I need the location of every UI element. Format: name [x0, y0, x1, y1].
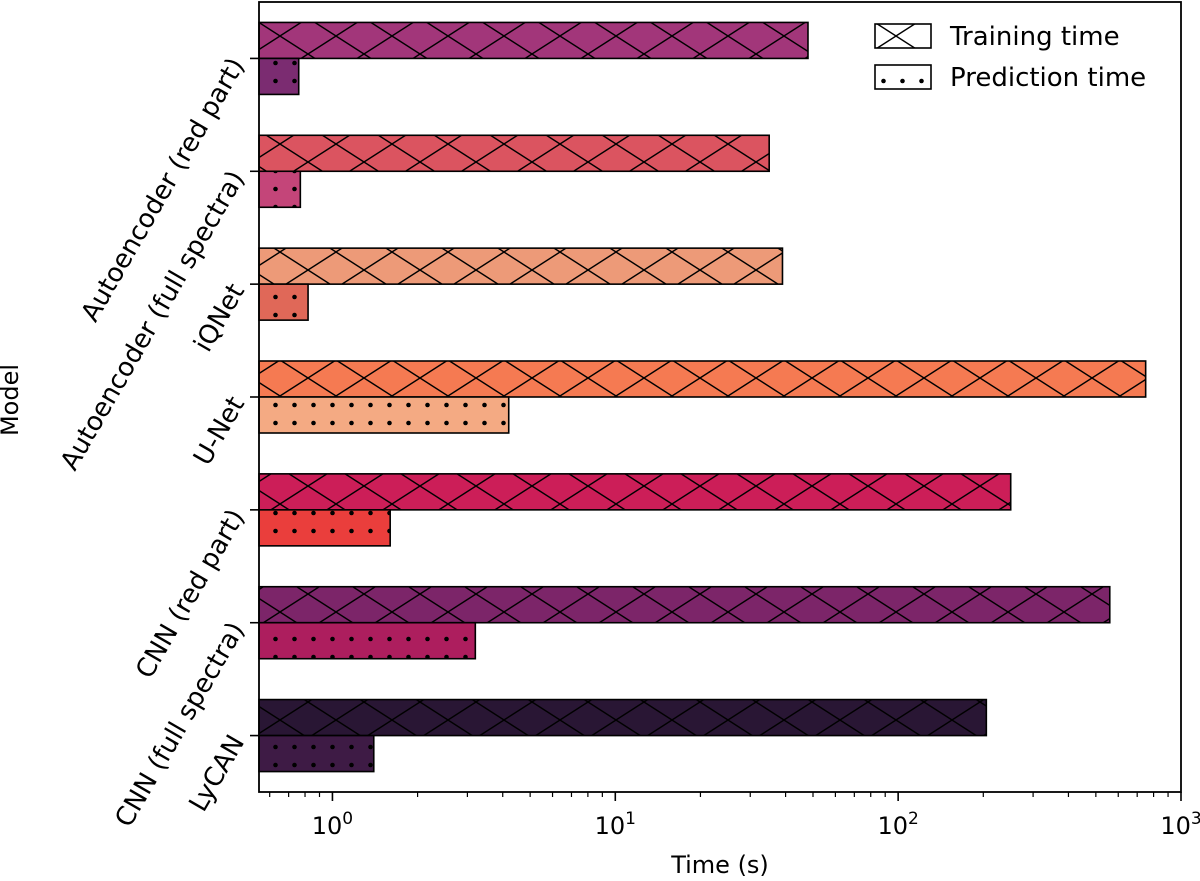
y-ticks: Autoencoder (red part)Autoencoder (full …: [55, 53, 259, 832]
x-tick-label: 100: [312, 809, 353, 840]
bar-prediction-5-hatch: [258, 621, 477, 660]
x-ticks: 100 101 102 103: [269, 792, 1200, 840]
legend-entry-training: Training time: [874, 22, 1120, 52]
legend-entry-prediction: Prediction time: [874, 63, 1146, 93]
legend: Training time Prediction time: [874, 22, 1146, 93]
bar-prediction-0-hatch: [258, 57, 300, 96]
bar-training-4-hatch: [258, 473, 1012, 511]
bar-training-2-hatch: [258, 247, 784, 285]
y-tick-label: iQNet: [188, 279, 251, 358]
x-tick-label: 101: [595, 809, 636, 840]
x-tick-label: 103: [1160, 809, 1200, 840]
y-tick-label: CNN (full spectra): [110, 617, 252, 832]
bar-training-5-hatch: [258, 585, 1111, 624]
legend-label-prediction: Prediction time: [950, 63, 1146, 93]
bar-prediction-3-hatch: [258, 396, 510, 434]
bar-training-0-hatch: [258, 21, 809, 60]
y-tick-label: U-Net: [188, 392, 251, 471]
x-axis-label: Time (s): [670, 851, 769, 879]
legend-swatch-prediction-hatch: [875, 65, 931, 89]
bar-prediction-6-hatch: [258, 734, 375, 773]
bar-training-1-hatch: [258, 134, 770, 173]
bar-training-3-hatch: [258, 360, 1147, 398]
bar-training-6-hatch: [258, 698, 988, 737]
bar-prediction-4-hatch: [258, 509, 391, 547]
y-axis-label: Model: [0, 364, 24, 436]
bars-group: [258, 21, 1147, 773]
bar-prediction-2-hatch: [258, 283, 309, 321]
legend-swatch-training-hatch: [875, 24, 931, 48]
y-tick-label: LyCAN: [184, 730, 251, 817]
legend-label-training: Training time: [949, 22, 1120, 52]
bar-prediction-1-hatch: [258, 170, 302, 209]
x-tick-label: 102: [877, 809, 918, 840]
